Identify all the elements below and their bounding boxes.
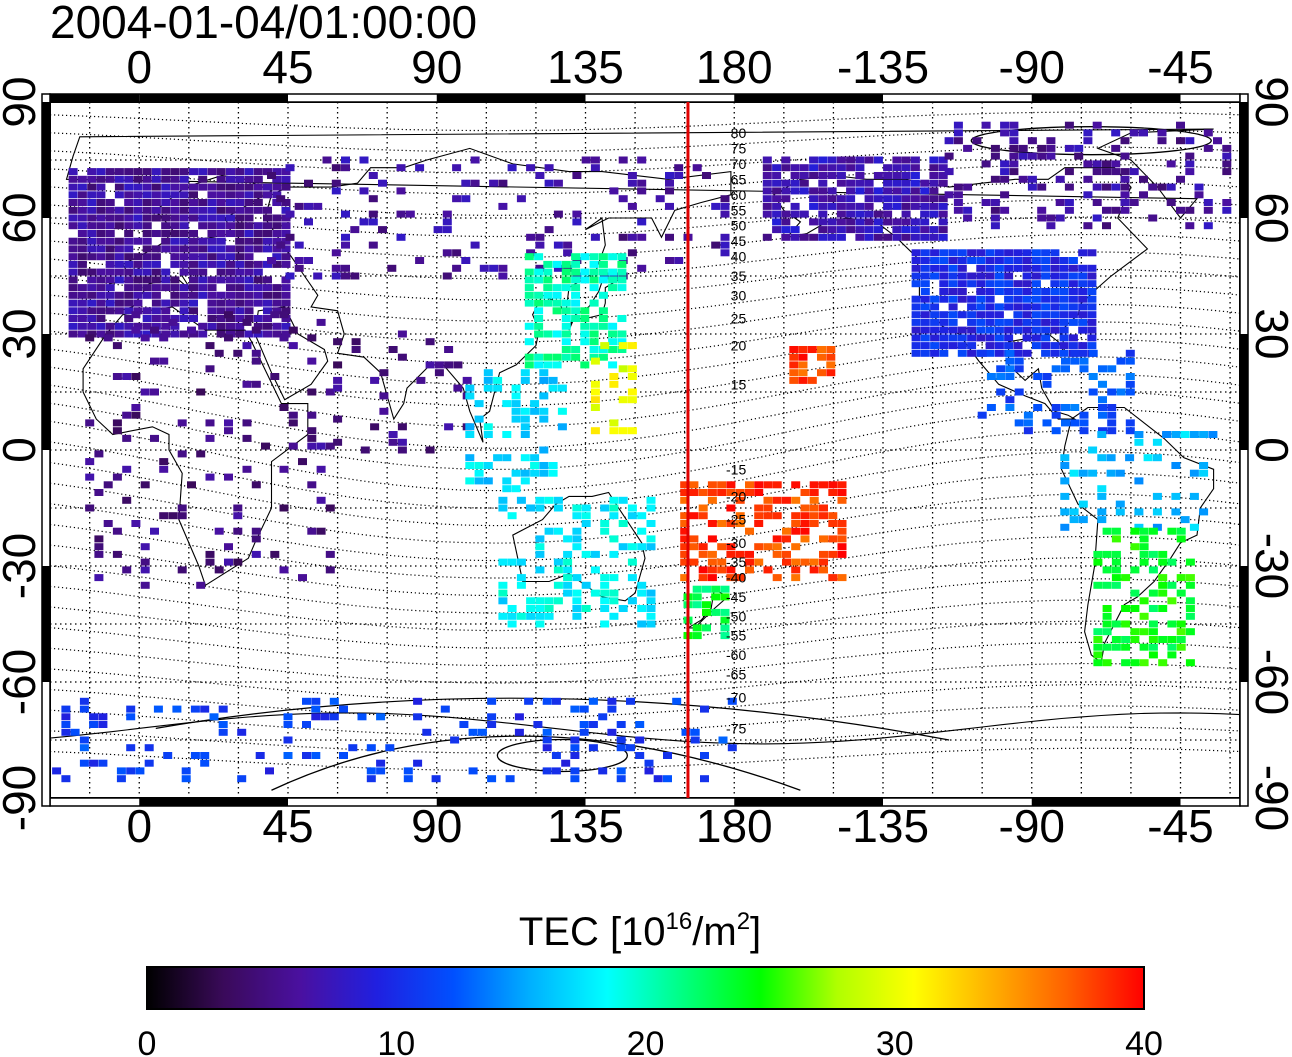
mlat-label-south: -45: [726, 589, 746, 605]
lat-tick-label-right: -30: [1246, 533, 1292, 599]
lon-tick-label-top: -135: [837, 41, 929, 93]
colorbar: TEC [1016/m2] 0 10 20 30 40: [138, 908, 1163, 1057]
lat-tick-label-right: 60: [1246, 192, 1292, 243]
lat-tick-label-left: 30: [0, 308, 45, 359]
mlat-label-south: -35: [726, 554, 746, 570]
mlat-label-south: -60: [726, 647, 746, 663]
lon-tick-label-bottom: 90: [411, 800, 462, 852]
colorbar-scale: [146, 966, 1145, 1010]
mlat-label-south: -55: [726, 628, 746, 644]
lat-tick-label-left: 60: [0, 192, 45, 243]
mlat-label-north: 25: [731, 311, 747, 327]
frame-tick-bars: [42, 94, 1248, 806]
lon-tick-label-bottom: 135: [547, 800, 624, 852]
tec-data-points: [52, 121, 1232, 783]
colorbar-title-unit: /m: [692, 910, 736, 954]
colorbar-title-exponent: 16: [666, 908, 693, 935]
lat-tick-label-left: -60: [0, 649, 45, 715]
mlat-label-south: -20: [726, 488, 746, 504]
mlat-label-north: 55: [731, 202, 747, 218]
lon-tick-label-top: 180: [696, 41, 773, 93]
lat-tick-label-left: 0: [0, 437, 45, 463]
mlat-label-north: 40: [731, 249, 747, 265]
axis-tick-labels: 0045459090135135180180-135-135-90-90-45-…: [0, 41, 1292, 852]
mlat-label-south: -75: [726, 720, 746, 736]
mlat-label-north: 70: [731, 156, 747, 172]
lon-tick-label-top: 45: [262, 41, 313, 93]
lon-tick-label-bottom: 45: [262, 800, 313, 852]
colorbar-title-suffix: ]: [750, 910, 761, 954]
lon-tick-label-bottom: 180: [696, 800, 773, 852]
mlat-label-north: 50: [731, 218, 747, 234]
mlat-label-north: 20: [731, 338, 747, 354]
lat-tick-label-right: 90: [1246, 76, 1292, 127]
lon-tick-label-top: 90: [411, 41, 462, 93]
lat-tick-label-right: 30: [1246, 308, 1292, 359]
mlat-label-north: 80: [731, 125, 747, 141]
mlat-label-north: 75: [731, 140, 747, 156]
lon-tick-label-bottom: 0: [126, 800, 152, 852]
lon-tick-label-bottom: -135: [837, 800, 929, 852]
mlat-label-south: -70: [726, 689, 746, 705]
lon-tick-label-top: -90: [999, 41, 1065, 93]
lat-tick-label-left: -90: [0, 765, 45, 831]
lon-tick-label-bottom: -45: [1147, 800, 1213, 852]
mlat-label-south: -30: [726, 535, 746, 551]
mlat-label-north: 35: [731, 268, 747, 284]
lat-tick-label-right: -90: [1246, 765, 1292, 831]
lon-tick-label-top: 135: [547, 41, 624, 93]
lat-tick-label-left: 90: [0, 76, 45, 127]
mlat-label-north: 60: [731, 187, 747, 203]
mlat-label-north: 30: [731, 287, 747, 303]
mlat-label-south: -65: [726, 666, 746, 682]
mlat-label-south: -25: [726, 512, 746, 528]
lon-tick-label-top: 0: [126, 41, 152, 93]
colorbar-tick-label: 40: [1125, 1025, 1163, 1057]
mlat-label-north: 45: [731, 233, 747, 249]
lat-tick-label-left: -30: [0, 533, 45, 599]
colorbar-tick-label: 30: [876, 1025, 914, 1057]
mlat-label-south: -15: [726, 461, 746, 477]
lat-tick-label-right: -60: [1246, 649, 1292, 715]
colorbar-title: TEC [1016/m2]: [519, 908, 761, 954]
mlat-label-north: 15: [731, 376, 747, 392]
colorbar-tick-label: 0: [138, 1025, 157, 1057]
mlat-label-north: 65: [731, 171, 747, 187]
colorbar-title-prefix: TEC [10: [519, 910, 666, 954]
mlat-label-south: -40: [726, 570, 746, 586]
lat-tick-label-right: 0: [1246, 437, 1292, 463]
colorbar-tick-label: 10: [377, 1025, 415, 1057]
timestamp-title: 2004-01-04/01:00:00: [50, 0, 478, 48]
lon-tick-label-top: -45: [1147, 41, 1213, 93]
lon-tick-label-bottom: -90: [999, 800, 1065, 852]
colorbar-tick-label: 20: [627, 1025, 665, 1057]
colorbar-title-exponent-2: 2: [737, 908, 750, 935]
mlat-label-south: -50: [726, 608, 746, 624]
